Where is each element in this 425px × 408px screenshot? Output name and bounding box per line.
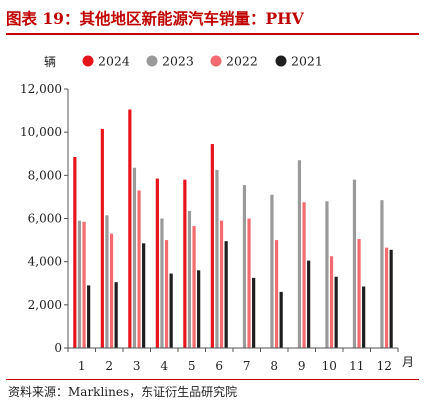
x-tick-label: 4 xyxy=(160,359,168,373)
x-tick-label: 7 xyxy=(243,359,251,373)
figure-title: 图表 19：其他地区新能源汽车销量：PHV xyxy=(6,9,304,28)
x-tick-label: 1 xyxy=(78,359,86,373)
source-rule xyxy=(6,379,419,380)
legend-marker-2021 xyxy=(275,55,287,67)
bar-2022-3 xyxy=(137,190,141,348)
x-tick-label: 12 xyxy=(377,359,392,373)
bar-2022-12 xyxy=(384,247,389,348)
bar-2024-5 xyxy=(183,179,187,348)
bar-2024-4 xyxy=(155,178,159,348)
bar-2022-8 xyxy=(274,240,279,348)
x-tick-label: 10 xyxy=(322,359,337,373)
bar-2021-9 xyxy=(307,260,311,348)
y-tick-label: 6,000 xyxy=(28,212,62,226)
chart: 辆 2024 2023 2022 2021 0 2,000 4,000 6,000 8,000… xyxy=(20,54,414,374)
bar-2023-12 xyxy=(380,200,384,348)
bar-2021-8 xyxy=(279,291,283,348)
bar-2021-4 xyxy=(169,273,173,348)
x-tick-label: 3 xyxy=(133,359,141,373)
legend-label-2022: 2022 xyxy=(226,54,258,69)
x-tick-label: 8 xyxy=(270,359,278,373)
bar-2021-1 xyxy=(87,285,91,348)
bar-2022-4 xyxy=(164,240,169,348)
bar-2021-10 xyxy=(334,276,338,348)
bar-2021-11 xyxy=(362,286,366,348)
y-tick-label: 2,000 xyxy=(28,298,62,312)
bar-2023-10 xyxy=(325,201,329,348)
bar-2024-2 xyxy=(100,128,104,348)
y-axis: 0 2,000 4,000 6,000 8,000 10,000 12,000 xyxy=(20,82,69,355)
bar-2022-7 xyxy=(247,218,251,348)
bars xyxy=(73,109,393,348)
bar-2021-6 xyxy=(224,241,228,348)
y-tick-label: 8,000 xyxy=(28,168,62,182)
y-tick-label: 10,000 xyxy=(20,125,62,139)
x-tick-label: 11 xyxy=(349,359,364,373)
x-tick-label: 6 xyxy=(215,359,223,373)
legend-marker-2023 xyxy=(146,55,158,67)
y-tick-label: 0 xyxy=(54,341,62,355)
bar-2022-2 xyxy=(109,233,114,348)
y-tick-label: 12,000 xyxy=(20,82,62,96)
x-axis: 1 2 3 4 5 6 7 8 9 10 11 12 xyxy=(67,347,399,373)
bar-2021-2 xyxy=(114,282,118,348)
legend-label-2023: 2023 xyxy=(162,54,194,69)
bar-2022-9 xyxy=(302,202,306,348)
bar-2022-10 xyxy=(329,256,334,348)
x-axis-unit-label: 月 xyxy=(402,355,414,369)
bar-2023-5 xyxy=(187,210,192,348)
source-note: 资料来源：Marklines，东证衍生品研究院 xyxy=(8,385,238,399)
y-tick-label: 4,000 xyxy=(28,255,62,269)
y-axis-unit-label: 辆 xyxy=(44,55,56,69)
bar-2022-11 xyxy=(357,239,361,348)
legend: 2024 2023 2022 2021 xyxy=(82,54,323,69)
bar-2024-3 xyxy=(128,109,132,348)
x-tick-label: 5 xyxy=(188,359,196,373)
bar-2021-12 xyxy=(389,249,393,348)
bar-2023-6 xyxy=(215,169,219,348)
legend-label-2021: 2021 xyxy=(291,54,323,69)
legend-marker-2022 xyxy=(210,55,222,67)
bar-2021-3 xyxy=(142,243,146,348)
bar-2023-3 xyxy=(132,167,137,348)
legend-label-2024: 2024 xyxy=(98,54,130,69)
bar-2024-1 xyxy=(73,156,77,348)
bar-2024-6 xyxy=(210,144,214,348)
title-rule xyxy=(6,33,419,35)
bar-2022-6 xyxy=(219,220,224,348)
legend-marker-2024 xyxy=(82,55,94,67)
x-tick-label: 9 xyxy=(298,359,306,373)
bar-2023-11 xyxy=(352,179,357,348)
bar-2022-1 xyxy=(82,221,86,348)
bar-2023-7 xyxy=(242,185,247,348)
x-tick-label: 2 xyxy=(105,359,113,373)
bar-2023-2 xyxy=(105,215,109,348)
bar-2023-9 xyxy=(297,160,302,348)
bar-2023-1 xyxy=(77,220,82,348)
bar-2021-7 xyxy=(252,277,256,348)
bar-2023-4 xyxy=(160,218,164,348)
bar-2023-8 xyxy=(270,194,274,348)
bar-2022-5 xyxy=(192,226,196,348)
bar-2021-5 xyxy=(197,270,201,348)
